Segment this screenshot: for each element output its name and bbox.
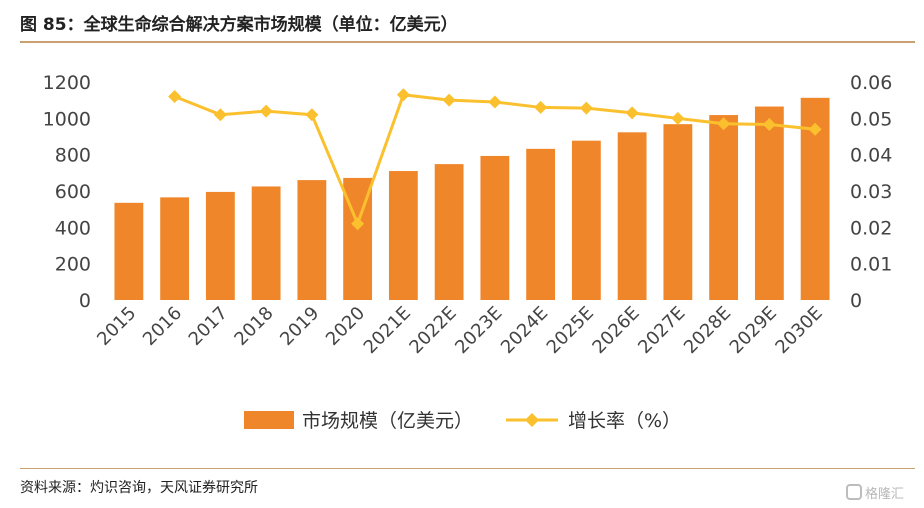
growth-rate-point-2025E [579,101,593,115]
category-label: 2025E [543,303,598,358]
category-label: 2026E [588,303,643,358]
category-label: 2019 [276,303,323,350]
left-axis-tick-label: 200 [55,254,91,276]
left-axis-tick-label: 800 [55,145,91,167]
legend-line-marker [525,413,539,427]
growth-rate-point-2029E [762,118,776,132]
right-axis-tick-label: 0 [850,290,862,312]
category-label: 2015 [93,303,140,350]
gelonghui-logo-icon [846,484,862,500]
title-divider [20,41,915,43]
category-label: 2018 [230,303,277,350]
growth-rate-point-2017 [213,108,227,122]
growth-rate-point-2021E [396,88,410,102]
bar-2028E [709,115,739,300]
figure-title: 图 85：全球生命综合解决方案市场规模（单位：亿美元） [20,15,458,35]
left-axis-tick-label: 600 [55,181,91,203]
bar-2015 [114,202,144,300]
bar-2029E [754,106,784,300]
watermark-text: 格隆汇 [865,486,905,502]
category-label: 2029E [726,303,781,358]
growth-rate-point-2028E [717,117,731,131]
source-divider [20,468,915,469]
bar-2022E [434,164,464,300]
legend-bar-swatch [244,411,294,429]
bar-2017 [205,191,235,300]
category-label: 2028E [680,303,735,358]
right-axis-tick-label: 0.05 [850,108,892,130]
growth-rate-point-2027E [671,111,685,125]
left-axis-tick-label: 400 [55,217,91,239]
growth-rate-point-2019 [305,108,319,122]
category-label: 2027E [634,303,689,358]
growth-rate-point-2018 [259,104,273,118]
category-label: 2024E [497,303,552,358]
chart: 0 200 400 600 800 1000 1200 0 0.01 0.02 0.03 0.04 0… [43,72,893,432]
source-note: 资料来源：灼识咨询，天风证券研究所 [20,480,258,496]
legend-line-label: 增长率（%） [568,410,681,432]
bar-2027E [663,124,693,301]
right-axis-tick-label: 0.06 [850,72,892,94]
category-label: 2030E [771,303,826,358]
bar-2023E [480,155,510,300]
growth-rate-point-2026E [625,106,639,120]
category-label: 2023E [451,303,506,358]
growth-rate-point-2023E [488,95,502,109]
watermark: 格隆汇 [846,480,922,504]
category-label: 2022E [405,303,460,358]
category-label: 2021E [360,303,415,358]
bar-2021E [388,171,418,300]
bar-2018 [251,186,281,300]
category-label: 2016 [139,303,186,350]
growth-rate-point-2030E [808,122,822,136]
right-axis-tick-label: 0.04 [850,145,892,167]
bar-2026E [617,132,647,300]
left-axis-tick-label: 0 [79,290,91,312]
bar-2024E [526,148,556,300]
bar-2016 [160,197,190,300]
right-axis-tick-label: 0.03 [850,181,892,203]
right-axis-tick-label: 0.01 [850,254,892,276]
right-axis-tick-label: 0.02 [850,217,892,239]
bar-2025E [571,140,601,300]
bar-2019 [297,180,327,300]
growth-rate-point-2020 [351,217,365,231]
left-axis-tick-label: 1000 [43,108,91,130]
legend-bar-label: 市场规模（亿美元） [302,410,473,432]
growth-rate-point-2024E [534,100,548,114]
growth-rate-point-2016 [168,90,182,104]
left-axis-tick-label: 1200 [43,72,91,94]
category-label: 2017 [185,303,232,350]
growth-rate-point-2022E [442,93,456,107]
